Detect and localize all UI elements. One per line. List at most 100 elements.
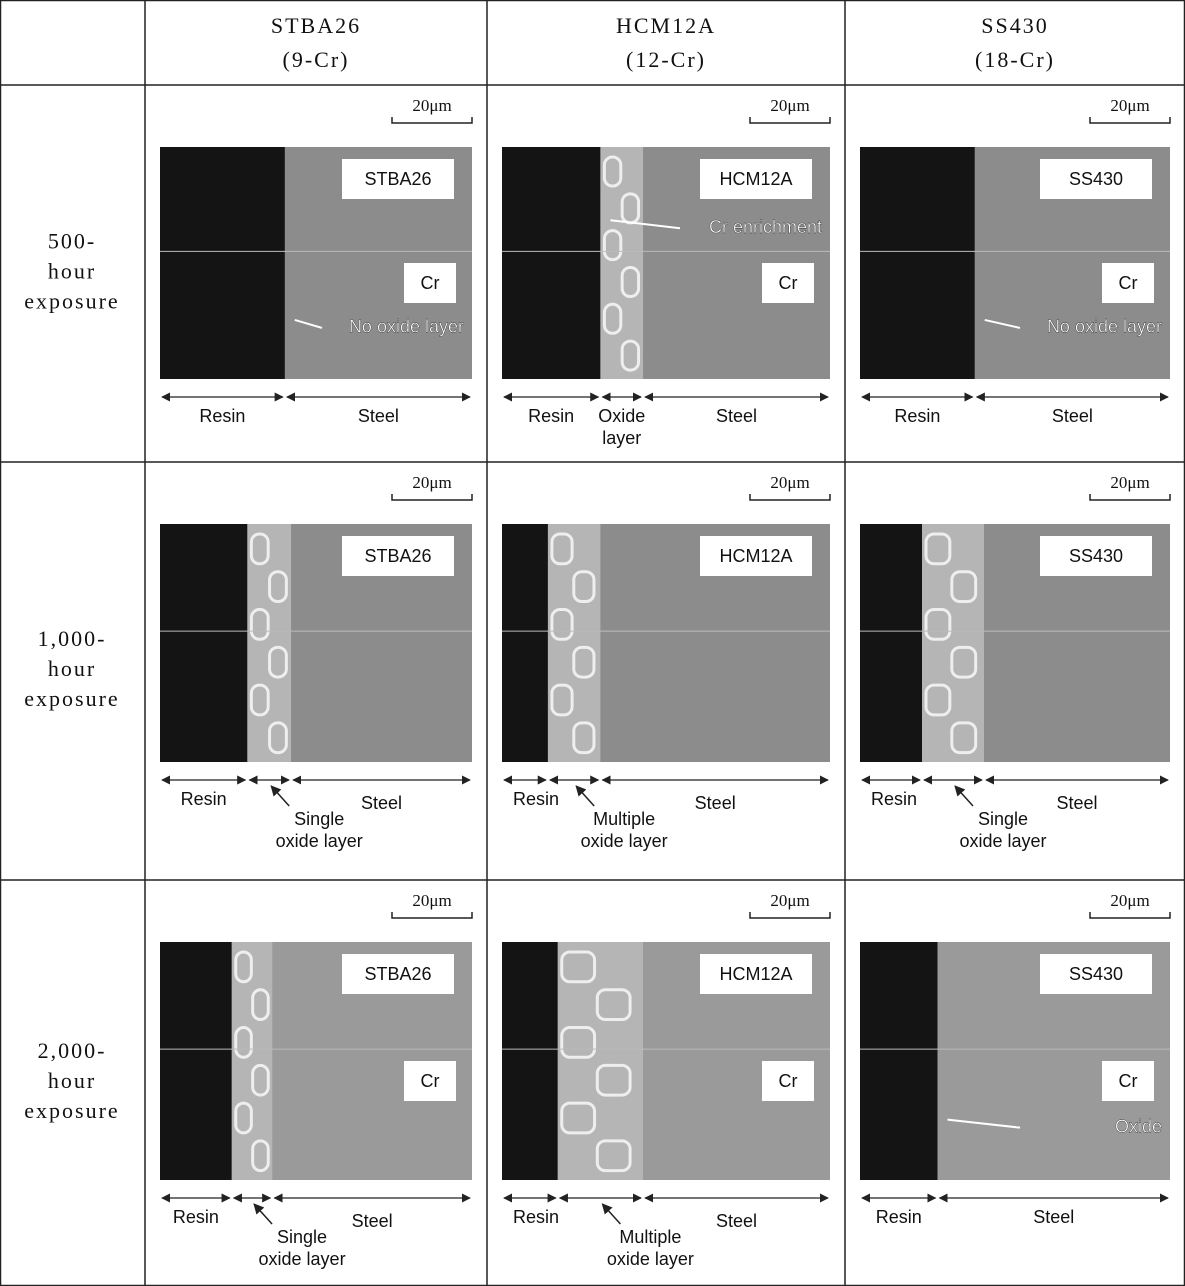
sample-label: SS430 [1069,169,1123,189]
element-label: Cr [421,1071,440,1091]
oxide-grain [560,950,597,984]
element-label: Cr [421,273,440,293]
column-header: STBA26 [271,13,361,38]
row-header: 500- [48,229,96,254]
row-header: exposure [24,1098,119,1123]
element-box [1102,263,1154,303]
sample-label: HCM12A [719,546,792,566]
micrograph-resin [160,524,248,762]
oxide-grain [595,1063,632,1097]
sample-label: SS430 [1069,546,1123,566]
scale-bar [1089,912,1171,919]
note-leader [294,319,323,329]
oxide-pointer [954,785,974,807]
sample-label: HCM12A [719,964,792,984]
row-header: hour [48,656,96,681]
oxide-grain [924,608,952,641]
steel-label: Steel [1033,1207,1074,1227]
sample-label: SS430 [1069,964,1123,984]
oxide-grain [595,988,632,1022]
sample-box [700,536,812,576]
oxide-grain [249,532,270,566]
sample-label: STBA26 [364,546,431,566]
oxide-grain [620,339,641,372]
row-header: hour [48,1068,96,1093]
oxide-grain [251,1063,270,1097]
oxide-grain [950,645,978,679]
oxide-grain [249,683,270,717]
oxide-grain [572,570,596,604]
resin-label: Resin [513,789,559,809]
sample-box [342,159,454,199]
scale-bar [391,494,473,501]
resin-label: Resin [173,1207,219,1227]
note-label: Cr enrichment [709,217,822,237]
oxide-grain [268,570,288,604]
steel-label: Steel [361,793,402,813]
sample-box [1040,954,1152,994]
sample-box [700,954,812,994]
oxide-grain [620,265,641,298]
scale-label: 20μm [1110,891,1149,910]
scale-label: 20μm [412,96,451,115]
oxide-grain [550,532,574,566]
row-header: exposure [24,289,119,314]
oxide-grain [572,721,596,755]
oxide-grain [950,570,978,604]
element-box [404,263,456,303]
element-box [1102,1061,1154,1101]
oxide-grain [924,683,952,717]
steel-label: Steel [358,406,399,426]
oxide-grain [924,532,952,566]
steel-label: Steel [1052,406,1093,426]
oxide-label: oxide layer [959,831,1046,851]
oxide-grain [550,608,574,641]
resin-label: Resin [513,1207,559,1227]
scale-label: 20μm [770,473,809,492]
oxide-label: Single [277,1227,327,1247]
row-header: 2,000- [38,1038,107,1063]
oxide-grain [234,1026,253,1059]
column-subheader: (12-Cr) [626,47,706,72]
row-header: hour [48,259,96,284]
scale-bar [391,117,473,124]
oxide-label: oxide layer [276,831,363,851]
oxide-label: oxide layer [259,1249,346,1269]
micrograph-resin [502,147,601,379]
scale-bar [1089,494,1171,501]
oxide-grain [268,645,288,679]
sample-label: HCM12A [719,169,792,189]
oxide-label: Single [294,809,344,829]
element-label: Cr [1119,273,1138,293]
element-box [762,1061,814,1101]
sample-box [342,954,454,994]
scale-label: 20μm [412,891,451,910]
oxide-grain [249,608,270,641]
scale-label: 20μm [1110,473,1149,492]
note-label: No oxide layer [1047,317,1162,337]
oxide-grain [251,1139,270,1173]
oxide-pointer [601,1203,621,1225]
scale-label: 20μm [412,473,451,492]
micrograph-resin [502,942,558,1180]
oxide-label: Multiple [619,1227,681,1247]
steel-label: Steel [695,793,736,813]
oxide-grain [602,155,623,188]
oxide-grain [560,1101,597,1135]
oxide-pointer [253,1203,273,1225]
oxide-grain [950,721,978,755]
steel-label: Steel [716,1211,757,1231]
steel-label: Steel [352,1211,393,1231]
scale-bar [749,117,831,124]
note-leader [984,318,1021,329]
oxide-pointer [270,785,290,807]
row-header: 1,000- [38,626,107,651]
scale-label: 20μm [770,96,809,115]
row-header: exposure [24,686,119,711]
element-label: Cr [1119,1071,1138,1091]
oxide-label: oxide layer [581,831,668,851]
oxide-grain [268,721,288,755]
element-label: Cr [779,1071,798,1091]
steel-label: Steel [716,406,757,426]
